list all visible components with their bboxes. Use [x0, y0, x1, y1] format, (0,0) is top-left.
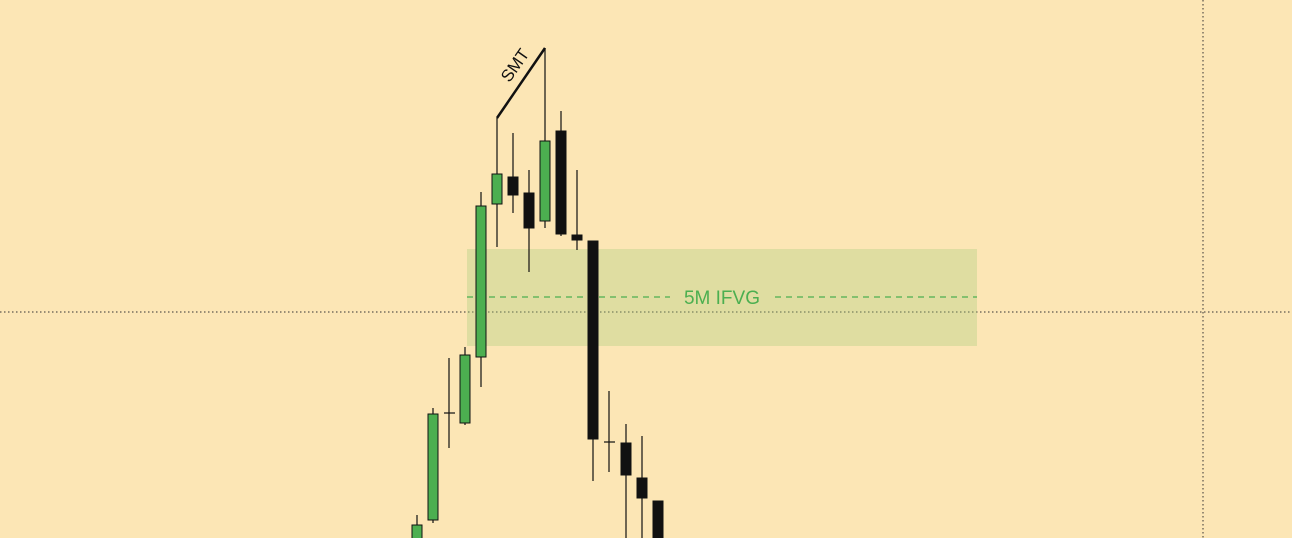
candle	[475, 205, 487, 358]
candle	[491, 173, 503, 205]
candle	[620, 442, 632, 476]
smt-line	[495, 47, 547, 119]
candles	[411, 48, 664, 538]
candle	[555, 130, 567, 235]
ifvg-zone	[467, 249, 977, 346]
candle	[507, 176, 519, 196]
candle	[587, 240, 599, 440]
candle	[539, 140, 551, 222]
zone-label: 5M IFVG	[684, 288, 760, 309]
candle	[652, 500, 664, 538]
candle	[571, 234, 583, 241]
candle	[459, 354, 471, 424]
candle	[411, 524, 423, 538]
candle	[427, 413, 439, 521]
candle	[636, 477, 648, 499]
candle	[523, 192, 535, 229]
